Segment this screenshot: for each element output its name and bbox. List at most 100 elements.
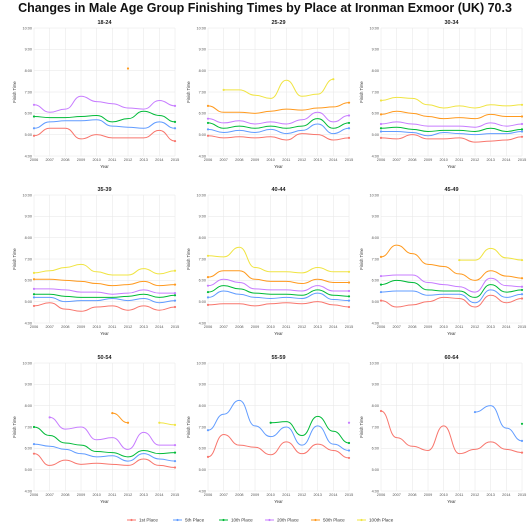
panel-50-54: 50-54 4:00 5:00 6:00 7:00 8:00 9:00 10:00 2006 20…: [12, 355, 179, 504]
data-point: [173, 269, 177, 272]
data-point: [520, 128, 524, 131]
y-tick-label: 6:00: [199, 447, 206, 451]
series-line: [207, 290, 350, 302]
x-tick-label: 2011: [282, 493, 290, 497]
panel-35-39: 35-39 4:00 5:00 6:00 7:00 8:00 9:00 10:00 2006 20…: [12, 187, 179, 336]
x-tick-label: 2007: [392, 493, 400, 497]
data-point: [206, 134, 210, 137]
data-point: [379, 130, 383, 133]
series-10th-place: [206, 285, 351, 298]
x-tick-label: 2007: [219, 325, 227, 329]
x-tick-label: 2013: [486, 158, 494, 162]
x-tick-label: 2015: [171, 325, 179, 329]
panel-title-45-49: 45-49: [444, 187, 458, 193]
series-20th-place: [48, 416, 177, 450]
y-tick-label: 5:00: [25, 133, 32, 137]
legend-label: 50th Place: [323, 518, 345, 523]
x-tick-label: 2006: [204, 158, 212, 162]
data-point: [458, 258, 461, 262]
data-point: [173, 104, 177, 107]
data-point: [48, 416, 51, 419]
x-tick-label: 2014: [502, 158, 510, 162]
series-line: [270, 415, 350, 444]
x-tick-label: 2010: [439, 325, 447, 329]
data-point: [520, 103, 524, 106]
y-axis-label: Finish Time: [186, 248, 191, 270]
data-point: [206, 254, 210, 257]
x-tick-label: 2012: [298, 325, 306, 329]
x-tick-label: 2006: [30, 493, 38, 497]
series-line: [33, 443, 176, 462]
y-tick-label: 7:00: [25, 257, 32, 261]
y-tick-label: 4:00: [372, 154, 379, 158]
x-axis-label: Year: [100, 499, 109, 504]
series-line: [207, 111, 350, 125]
x-axis-label: Year: [274, 331, 283, 336]
x-tick-label: 2011: [108, 493, 116, 497]
y-axis-label: Finish Time: [359, 416, 364, 438]
y-tick-label: 9:00: [372, 383, 379, 387]
series-line: [207, 246, 349, 274]
x-tick-label: 2009: [424, 325, 432, 329]
x-tick-label: 2010: [266, 325, 274, 329]
x-tick-label: 2009: [251, 493, 259, 497]
series-line: [207, 433, 350, 459]
data-point: [111, 412, 114, 415]
x-tick-label: 2011: [108, 158, 116, 162]
data-point: [206, 455, 210, 458]
series-50th-place: [111, 412, 130, 424]
data-point: [206, 290, 210, 294]
y-tick-label: 6:00: [25, 279, 32, 283]
legend-marker: [130, 518, 133, 522]
series-line: [49, 416, 175, 450]
x-tick-label: 2010: [266, 158, 274, 162]
y-tick-label: 4:00: [25, 154, 32, 158]
data-point: [379, 136, 383, 139]
y-tick-label: 8:00: [372, 236, 379, 240]
x-tick-label: 2007: [392, 158, 400, 162]
chart-title: Changes in Male Age Group Finishing Time…: [18, 1, 512, 15]
series-line: [459, 247, 523, 261]
x-tick-label: 2008: [61, 158, 69, 162]
data-point: [32, 134, 36, 137]
series-line: [33, 127, 176, 142]
x-tick-label: 2009: [77, 493, 85, 497]
x-tick-label: 2011: [455, 158, 463, 162]
series-line: [207, 123, 350, 135]
y-tick-label: 9:00: [372, 48, 379, 52]
series-5th-place: [32, 442, 177, 463]
x-tick-label: 2014: [155, 325, 163, 329]
panel-title-25-29: 25-29: [271, 20, 285, 26]
data-point: [347, 305, 351, 309]
x-axis-label: Year: [274, 499, 283, 504]
data-point: [520, 122, 524, 126]
data-point: [158, 421, 161, 424]
legend-marker: [360, 518, 363, 522]
panel-title-30-34: 30-34: [444, 20, 459, 26]
legend-label: 10th Place: [231, 518, 253, 523]
y-tick-label: 4:00: [25, 489, 32, 493]
data-point: [379, 99, 383, 102]
data-point: [126, 67, 130, 70]
panel-40-44: 40-44 4:00 5:00 6:00 7:00 8:00 9:00 10:00 2006 20…: [186, 187, 353, 336]
y-tick-label: 8:00: [25, 69, 32, 73]
x-tick-label: 2013: [486, 325, 494, 329]
series-10th-place: [206, 118, 351, 129]
series-5th-place: [473, 405, 524, 442]
data-point: [173, 139, 177, 143]
x-tick-label: 2007: [45, 325, 53, 329]
legend-item-5th-place: 5th Place: [173, 518, 205, 523]
series-10th-place: [32, 293, 177, 298]
data-point: [520, 439, 524, 442]
data-point: [379, 409, 383, 413]
y-axis-label: Finish Time: [186, 416, 191, 438]
series-line: [474, 405, 523, 442]
x-tick-label: 2013: [313, 493, 321, 497]
legend-marker: [314, 518, 317, 522]
y-tick-label: 5:00: [372, 133, 379, 137]
y-tick-label: 8:00: [25, 236, 32, 240]
legend-item-100th-place: 100th Place: [357, 518, 394, 523]
data-point: [520, 297, 524, 300]
data-point: [347, 270, 351, 273]
